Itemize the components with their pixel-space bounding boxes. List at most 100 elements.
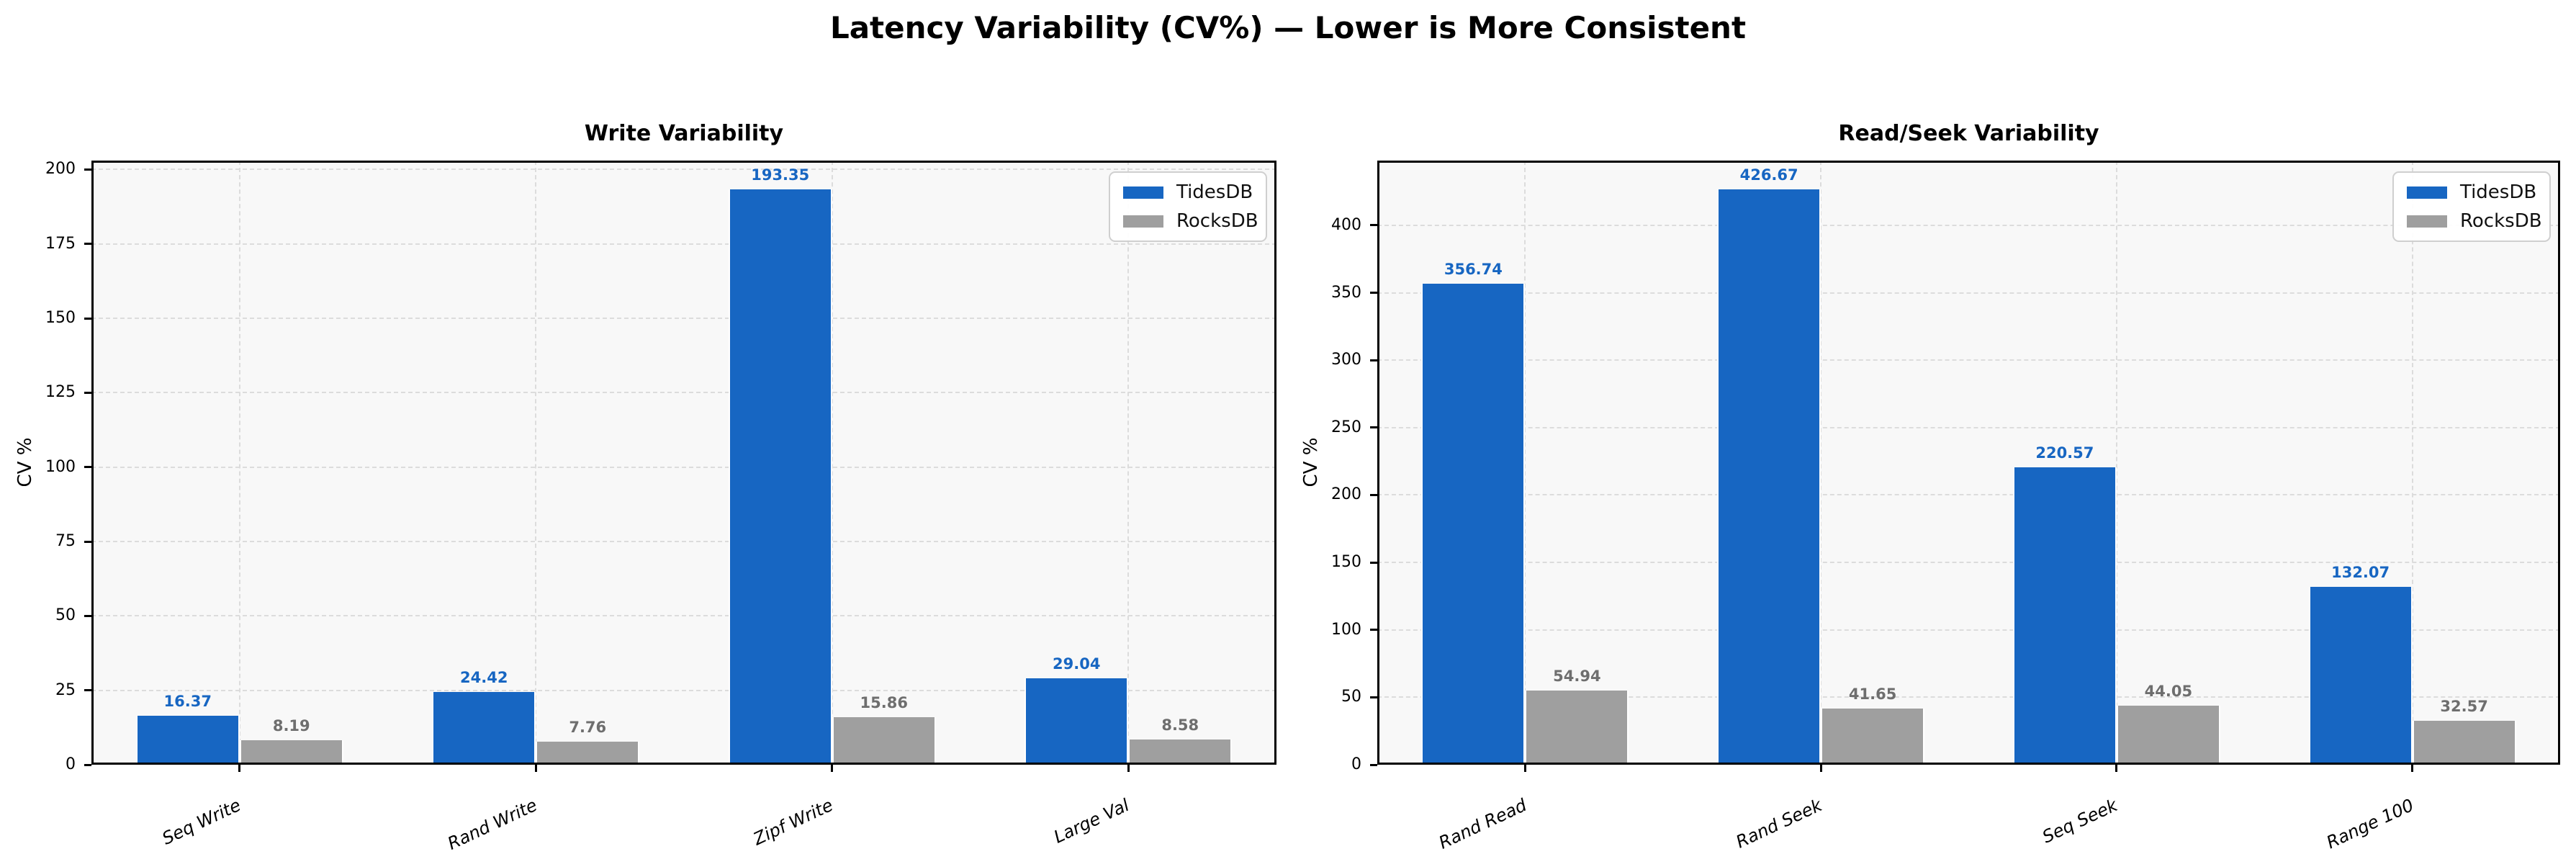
bar-rocksdb-large-val [1128, 740, 1233, 765]
plot-area: 16.37 24.42 193.35 29.04 8.19 7.76 15.86 8.58 [91, 161, 1276, 765]
gridline-vertical [1127, 161, 1130, 765]
y-tick-mark [84, 614, 91, 617]
gridline-horizontal [91, 689, 1276, 691]
bar-rocksdb-rand-read [1525, 691, 1629, 765]
gridline-horizontal [91, 392, 1276, 394]
x-tick-label: Large Val [1050, 795, 1133, 848]
bar-value-label: 8.58 [1161, 716, 1199, 734]
gridline-horizontal [91, 541, 1276, 543]
gridline-horizontal [1377, 224, 2560, 226]
bar-rocksdb-rand-seek [1821, 709, 1925, 765]
gridline-horizontal [1377, 629, 2560, 631]
y-tick-mark [1370, 493, 1377, 496]
y-tick-mark [84, 317, 91, 320]
y-tick-label: 0 [66, 755, 76, 773]
bar-tidesdb-rand-write [432, 692, 536, 765]
bar-tidesdb-large-val [1024, 678, 1129, 765]
bar-value-label: 16.37 [163, 693, 212, 710]
gridline-vertical [535, 161, 537, 765]
bar-tidesdb-range-100 [2308, 587, 2413, 765]
y-tick-mark [84, 243, 91, 246]
bar-value-label: 32.57 [2440, 698, 2488, 715]
bar-rocksdb-seq-write [239, 740, 343, 765]
legend-label: TidesDB [1176, 181, 1253, 203]
gridline-vertical [1524, 161, 1526, 765]
y-tick-mark [84, 168, 91, 171]
y-tick-mark [1370, 561, 1377, 564]
y-tick-mark [1370, 696, 1377, 698]
y-tick-label: 0 [1351, 755, 1361, 773]
gridline-vertical [238, 161, 240, 765]
gridline-horizontal [1377, 562, 2560, 564]
x-tick-mark [1819, 765, 1822, 772]
y-tick-label: 150 [1331, 553, 1361, 572]
bar-value-label: 7.76 [569, 719, 607, 736]
y-tick-mark [1370, 426, 1377, 429]
bar-rocksdb-range-100 [2412, 721, 2516, 765]
y-tick-label: 50 [55, 606, 76, 625]
bar-value-label: 44.05 [2144, 683, 2193, 700]
x-tick-label: Seq Seek [2039, 795, 2121, 848]
bar-tidesdb-seq-write [135, 716, 240, 765]
gridline-horizontal [1377, 292, 2560, 294]
y-tick-label: 150 [45, 309, 76, 328]
x-tick-label: Zipf Write [750, 795, 837, 850]
x-tick-label: Seq Write [158, 795, 244, 849]
bar-tidesdb-rand-seek [1717, 189, 1821, 765]
legend-label: TidesDB [2460, 181, 2537, 203]
bar-value-label: 426.67 [1739, 166, 1798, 184]
y-tick-label: 200 [45, 160, 76, 179]
gridline-vertical [2115, 161, 2117, 765]
y-tick-mark [84, 540, 91, 543]
y-tick-label: 300 [1331, 351, 1361, 369]
y-tick-label: 100 [45, 457, 76, 476]
rocksdb-swatch [1123, 215, 1163, 228]
bar-rocksdb-zipf-write [832, 717, 936, 765]
y-tick-mark [84, 391, 91, 394]
gridline-vertical [831, 161, 833, 765]
y-tick-label: 175 [45, 234, 76, 253]
y-tick-label: 250 [1331, 418, 1361, 436]
tidesdb-swatch [1123, 186, 1163, 199]
legend-entry-tidesdb: TidesDB [1123, 181, 1253, 203]
bar-tidesdb-rand-read [1421, 284, 1526, 765]
y-tick-mark [84, 689, 91, 692]
legend-entry-rocksdb: RocksDB [2407, 210, 2542, 232]
bar-value-label: 8.19 [272, 717, 310, 734]
subplot-title: Read/Seek Variability [1838, 121, 2099, 146]
gridline-horizontal [1377, 494, 2560, 496]
x-tick-mark [1523, 765, 1526, 772]
gridline-vertical [2411, 161, 2413, 765]
legend-entry-rocksdb: RocksDB [1123, 210, 1258, 232]
bar-value-label: 41.65 [1848, 686, 1897, 703]
y-tick-mark [84, 466, 91, 469]
legend: TidesDB RocksDB [2392, 171, 2551, 242]
legend: TidesDB RocksDB [1109, 171, 1267, 242]
y-tick-mark [84, 763, 91, 766]
y-tick-mark [1370, 763, 1377, 766]
bar-value-label: 193.35 [751, 166, 810, 184]
bar-value-label: 24.42 [460, 669, 508, 686]
legend-entry-tidesdb: TidesDB [2407, 181, 2536, 203]
axes-spines [1377, 161, 2560, 765]
legend-label: RocksDB [1176, 210, 1258, 232]
y-tick-mark [1370, 629, 1377, 631]
bar-value-label: 356.74 [1444, 261, 1503, 278]
gridline-horizontal [91, 615, 1276, 617]
y-tick-mark [1370, 224, 1377, 227]
x-tick-label: Rand Seek [1733, 795, 1825, 853]
gridline-horizontal [91, 168, 1276, 171]
rocksdb-swatch [2407, 215, 2447, 228]
x-tick-label: Rand Read [1435, 795, 1530, 853]
x-tick-mark [2115, 765, 2118, 772]
x-tick-mark [534, 765, 537, 772]
y-tick-label: 400 [1331, 215, 1361, 234]
y-axis-label: CV % [14, 437, 36, 487]
x-tick-mark [238, 765, 241, 772]
bar-value-label: 220.57 [2035, 444, 2094, 462]
y-tick-label: 25 [55, 680, 76, 699]
bar-rocksdb-seq-seek [2116, 706, 2220, 765]
plot-area: 356.74 426.67 220.57 132.07 54.94 41.65 44.05 3… [1377, 161, 2560, 765]
